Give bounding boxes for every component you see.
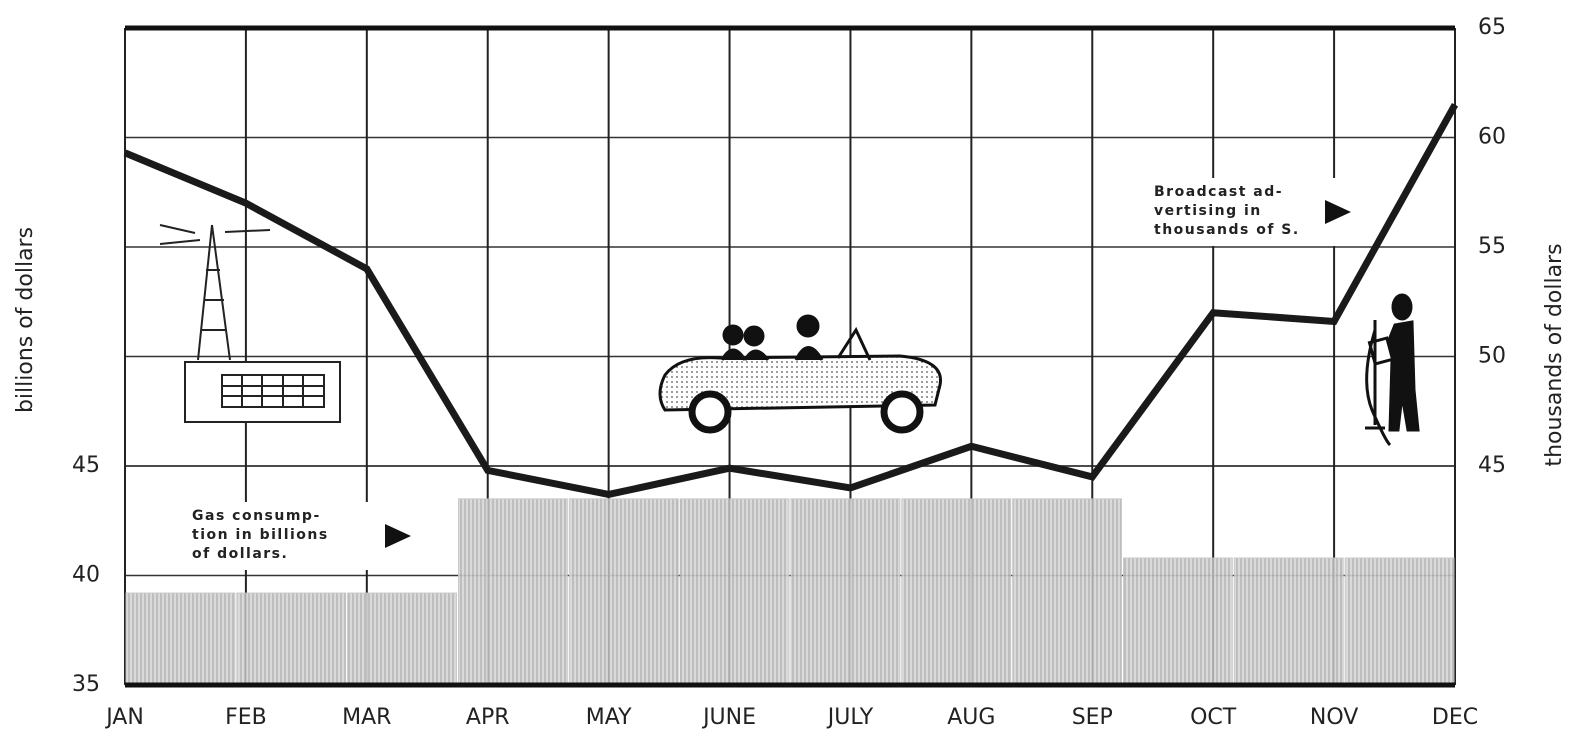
y2-tick-label: 55 [1478, 234, 1506, 259]
annotation-text: Gas consump- [192, 508, 321, 524]
bar [1124, 558, 1233, 685]
bar [1234, 558, 1343, 685]
bar [348, 593, 457, 685]
tower-illustration [160, 225, 340, 422]
bar [1013, 499, 1122, 685]
y-tick-label: 35 [72, 672, 100, 697]
annotation-text: thousands of S. [1154, 222, 1300, 238]
y-tick-label: 45 [72, 453, 100, 478]
y-axis-label: billions of dollars [13, 227, 38, 413]
page: {"chart_data": { "type": "bar", "categor… [0, 0, 1584, 740]
bar [126, 593, 235, 685]
y2-tick-label: 45 [1478, 453, 1506, 478]
annotation-text: Broadcast ad- [1154, 184, 1283, 200]
x-tick-label: DEC [1432, 705, 1478, 730]
y-tick-label: 40 [72, 563, 100, 588]
x-tick-label: MAY [586, 705, 632, 730]
y2-tick-label: 65 [1478, 15, 1506, 40]
y2-tick-label: 50 [1478, 344, 1506, 369]
x-tick-label: OCT [1190, 705, 1237, 730]
bar [680, 499, 789, 685]
announcer-illustration [1365, 295, 1418, 445]
bar [902, 499, 1011, 685]
bar [237, 593, 346, 685]
x-tick-label: SEP [1072, 705, 1113, 730]
line [125, 105, 1455, 495]
car-illustration [660, 316, 941, 430]
x-tick-label: FEB [225, 705, 267, 730]
bar [1345, 558, 1454, 685]
y2-axis-label: thousands of dollars [1542, 243, 1567, 466]
x-tick-label: JUNE [701, 705, 756, 730]
y2-tick-label: 60 [1478, 125, 1506, 150]
annotation-text: of dollars. [192, 546, 288, 562]
bar [791, 499, 900, 685]
lines [125, 105, 1455, 495]
annotation-text: vertising in [1154, 203, 1262, 219]
chart: Gas consump-tion in billions of dollars. B… [0, 0, 1584, 740]
bar [459, 499, 568, 685]
x-tick-label: MAR [342, 705, 391, 730]
bar [569, 499, 678, 685]
annotation-text: tion in billions [192, 527, 329, 543]
x-tick-label: NOV [1310, 705, 1358, 730]
x-tick-label: JAN [104, 705, 144, 730]
x-tick-label: AUG [947, 705, 995, 730]
x-tick-label: APR [466, 705, 510, 730]
x-tick-label: JULY [826, 705, 874, 730]
